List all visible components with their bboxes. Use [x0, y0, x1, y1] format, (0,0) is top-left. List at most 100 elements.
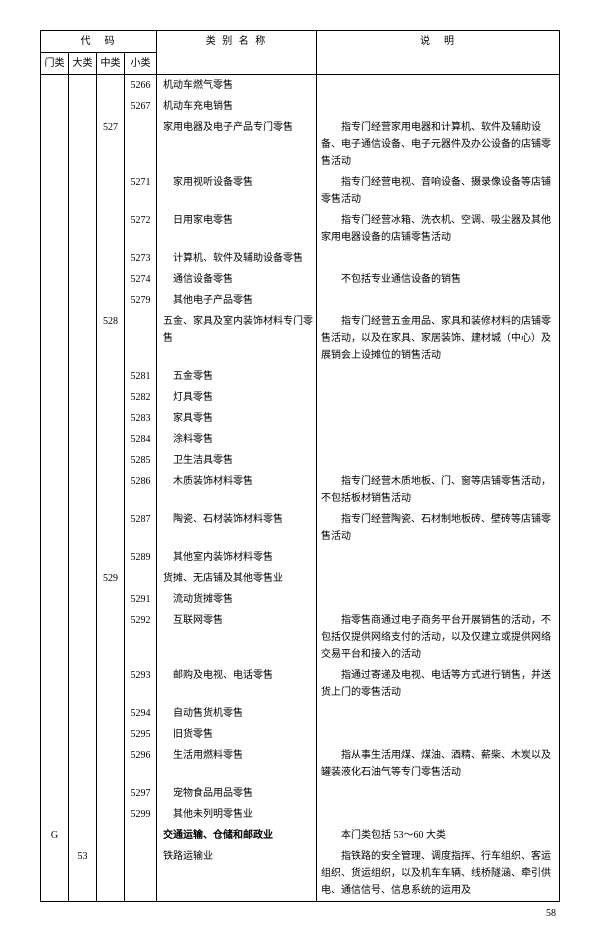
- code-cell: [41, 311, 69, 366]
- table-row: 5274 通信设备零售 不包括专业通信设备的销售: [41, 269, 560, 290]
- code-cell: [97, 408, 125, 429]
- code-cell: [97, 471, 125, 509]
- category-name: 家用电器及电子产品专门零售: [157, 117, 317, 172]
- code-cell: [41, 665, 69, 703]
- category-name: 铁路运输业: [157, 846, 317, 902]
- code-cell: 5279: [125, 290, 157, 311]
- table-row: 528五金、家具及室内装饰材料专门零售 指专门经营五金用品、家具和装修材料的店铺…: [41, 311, 560, 366]
- code-cell: [97, 589, 125, 610]
- code-cell: [69, 568, 97, 589]
- code-cell: G: [41, 825, 69, 846]
- description-cell: 指从事生活用煤、煤油、酒精、薪柴、木炭以及罐装液化石油气等专门零售活动: [317, 745, 560, 783]
- code-cell: [41, 172, 69, 210]
- code-cell: [41, 724, 69, 745]
- table-row: 527家用电器及电子产品专门零售 指专门经营家用电器和计算机、软件及辅助设备、电…: [41, 117, 560, 172]
- table-row: 5286 木质装饰材料零售 指专门经营木质地板、门、窗等店铺零售活动，不包括板材…: [41, 471, 560, 509]
- description-cell: [317, 589, 560, 610]
- code-cell: [69, 408, 97, 429]
- code-cell: 5293: [125, 665, 157, 703]
- description-cell: [317, 703, 560, 724]
- category-name: 陶瓷、石材装饰材料零售: [157, 509, 317, 547]
- code-cell: [97, 783, 125, 804]
- code-cell: [41, 290, 69, 311]
- code-cell: [41, 75, 69, 97]
- header-xiaolei: 小类: [125, 53, 157, 75]
- table-row: 5291 流动货摊零售: [41, 589, 560, 610]
- table-row: 5283 家具零售: [41, 408, 560, 429]
- code-cell: [97, 825, 125, 846]
- code-cell: 5267: [125, 96, 157, 117]
- code-cell: 5274: [125, 269, 157, 290]
- code-cell: [97, 75, 125, 97]
- code-cell: [97, 429, 125, 450]
- code-cell: [41, 248, 69, 269]
- description-cell: [317, 724, 560, 745]
- description-cell: [317, 804, 560, 825]
- code-cell: [97, 290, 125, 311]
- category-name: 家具零售: [157, 408, 317, 429]
- code-cell: [41, 547, 69, 568]
- code-cell: 5286: [125, 471, 157, 509]
- category-name: 机动车充电销售: [157, 96, 317, 117]
- code-cell: [41, 210, 69, 248]
- code-cell: 529: [97, 568, 125, 589]
- category-name: 计算机、软件及辅助设备零售: [157, 248, 317, 269]
- code-cell: [41, 429, 69, 450]
- code-cell: [97, 547, 125, 568]
- code-cell: [69, 703, 97, 724]
- table-row: 5294 自动售货机零售: [41, 703, 560, 724]
- code-cell: [125, 846, 157, 902]
- category-name: 日用家电零售: [157, 210, 317, 248]
- description-cell: [317, 783, 560, 804]
- code-cell: 53: [69, 846, 97, 902]
- code-cell: [97, 387, 125, 408]
- code-cell: [69, 248, 97, 269]
- code-cell: [69, 387, 97, 408]
- description-cell: [317, 568, 560, 589]
- code-cell: [69, 665, 97, 703]
- code-cell: [69, 117, 97, 172]
- description-cell: 指专门经营家用电器和计算机、软件及辅助设备、电子通信设备、电子元器件及办公设备的…: [317, 117, 560, 172]
- code-cell: [41, 589, 69, 610]
- code-cell: 5281: [125, 366, 157, 387]
- header-name: 类 别 名 称: [157, 31, 317, 75]
- code-cell: [41, 509, 69, 547]
- category-name: 涂料零售: [157, 429, 317, 450]
- category-name: 机动车燃气零售: [157, 75, 317, 97]
- page-number: 58: [40, 908, 560, 919]
- code-cell: 528: [97, 311, 125, 366]
- code-cell: 5299: [125, 804, 157, 825]
- header-code: 代 码: [41, 31, 157, 53]
- code-cell: [41, 96, 69, 117]
- table-row: 5297 宠物食品用品零售: [41, 783, 560, 804]
- description-cell: 指专门经营五金用品、家具和装修材料的店铺零售活动，以及在家具、家居装饰、建材城（…: [317, 311, 560, 366]
- code-cell: 5296: [125, 745, 157, 783]
- category-name: 其他未列明零售业: [157, 804, 317, 825]
- code-cell: [41, 269, 69, 290]
- code-cell: [41, 387, 69, 408]
- code-cell: [125, 568, 157, 589]
- category-name: 宠物食品用品零售: [157, 783, 317, 804]
- category-name: 通信设备零售: [157, 269, 317, 290]
- description-cell: 指专门经营陶瓷、石材制地板砖、壁砖等店铺零售活动: [317, 509, 560, 547]
- code-cell: [125, 311, 157, 366]
- code-cell: 5295: [125, 724, 157, 745]
- code-cell: [69, 804, 97, 825]
- description-cell: 指专门经营木质地板、门、窗等店铺零售活动，不包括板材销售活动: [317, 471, 560, 509]
- code-cell: [41, 366, 69, 387]
- description-cell: [317, 75, 560, 97]
- table-row: 5293 邮购及电视、电话零售 指通过寄递及电视、电话等方式进行销售，并送货上门…: [41, 665, 560, 703]
- description-cell: [317, 547, 560, 568]
- code-cell: [97, 724, 125, 745]
- description-cell: [317, 96, 560, 117]
- table-row: 5267机动车充电销售: [41, 96, 560, 117]
- code-cell: 5297: [125, 783, 157, 804]
- category-name: 灯具零售: [157, 387, 317, 408]
- table-row: G交通运输、仓储和邮政业 本门类包括 53～60 大类: [41, 825, 560, 846]
- table-row: 5289 其他室内装饰材料零售: [41, 547, 560, 568]
- description-cell: 指专门经营冰箱、洗衣机、空调、吸尘器及其他家用电器设备的店铺零售活动: [317, 210, 560, 248]
- code-cell: [97, 804, 125, 825]
- header-dalei: 大类: [69, 53, 97, 75]
- code-cell: [41, 846, 69, 902]
- code-cell: 5283: [125, 408, 157, 429]
